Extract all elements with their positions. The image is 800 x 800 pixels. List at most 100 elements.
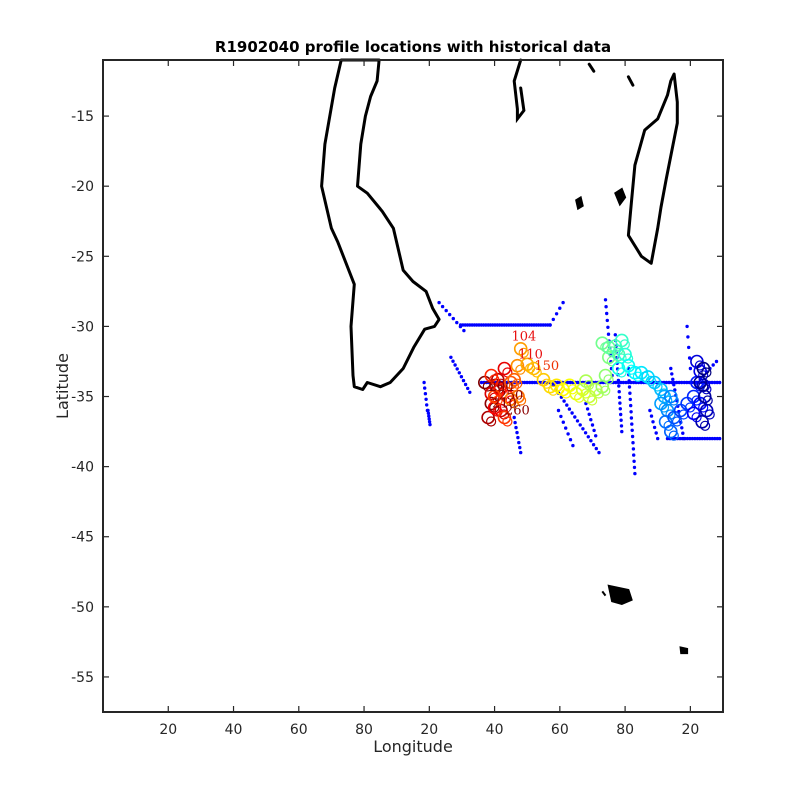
- historical-point: [617, 384, 621, 388]
- historical-point: [568, 380, 572, 385]
- historical-point: [558, 306, 562, 310]
- profile-marker: [502, 416, 513, 427]
- coastline: [320, 58, 689, 655]
- historical-point: [685, 324, 689, 329]
- historical-point: [687, 380, 691, 385]
- historical-point: [606, 332, 611, 336]
- historical-point: [627, 385, 632, 389]
- profile-marker: [489, 374, 500, 385]
- profile-marker: [698, 381, 709, 392]
- historical-point: [718, 380, 722, 385]
- historical-point: [424, 397, 428, 401]
- historical-point: [618, 401, 622, 405]
- historical-point: [427, 420, 432, 424]
- historical-point: [685, 380, 689, 385]
- historical-point: [714, 359, 719, 364]
- historical-point: [455, 320, 459, 325]
- historical-point: [672, 383, 676, 387]
- historical-point: [548, 323, 552, 327]
- historical-point: [422, 380, 426, 385]
- profile-number-label: 210: [492, 397, 517, 412]
- profile-marker: [652, 381, 663, 392]
- profile-marker: [593, 388, 604, 399]
- historical-point: [604, 305, 608, 309]
- historical-point: [586, 380, 590, 385]
- historical-point: [461, 378, 466, 383]
- historical-point: [631, 380, 636, 385]
- historical-point: [687, 345, 691, 350]
- historical-point: [564, 426, 568, 430]
- historical-point: [621, 380, 626, 385]
- x-tick-label: 20: [681, 722, 699, 738]
- historical-point: [629, 403, 633, 408]
- historical-point: [686, 335, 690, 339]
- axes-box: [102, 59, 724, 713]
- profile-marker: [486, 416, 497, 427]
- historical-point: [649, 414, 654, 418]
- profile-number-label: 150: [534, 359, 559, 374]
- profile-marker: [668, 395, 679, 406]
- profile-marker: [587, 395, 598, 406]
- historical-point: [515, 430, 519, 435]
- historical-point: [710, 436, 714, 441]
- historical-point: [710, 380, 714, 385]
- historical-point: [451, 316, 455, 321]
- profile-marker: [508, 381, 520, 392]
- historical-point: [451, 359, 455, 363]
- historical-point: [629, 416, 634, 420]
- historical-point: [693, 436, 697, 441]
- historical-point: [705, 436, 709, 441]
- historical-point: [565, 403, 569, 407]
- historical-point: [648, 408, 652, 413]
- historical-point: [425, 403, 429, 407]
- historical-point: [594, 434, 598, 438]
- profile-marker: [704, 409, 715, 420]
- historical-point: [605, 311, 609, 316]
- historical-point: [514, 425, 518, 430]
- chart-title: R1902040 profile locations with historic…: [215, 38, 611, 56]
- historical-point: [459, 375, 464, 379]
- historical-point: [528, 380, 532, 385]
- y-axis-ticks: -15 -20 -25 -30 -35 -40 -45 -50 -55: [71, 109, 723, 686]
- historical-point: [639, 380, 643, 385]
- profile-marker: [671, 416, 683, 427]
- historical-point: [427, 417, 431, 421]
- y-tick-label: -20: [71, 179, 94, 195]
- historical-point: [680, 436, 685, 441]
- historical-point: [700, 436, 704, 441]
- x-tick-label: 60: [290, 722, 308, 738]
- historical-point: [517, 440, 521, 445]
- x-tick-label: 20: [420, 722, 438, 738]
- profile-marker: [508, 398, 520, 409]
- historical-point: [631, 441, 635, 445]
- historical-point: [575, 419, 580, 423]
- historical-point: [449, 355, 453, 359]
- historical-point: [632, 459, 636, 463]
- historical-point: [618, 407, 622, 411]
- historical-point: [423, 386, 427, 390]
- historical-point: [713, 436, 717, 441]
- y-tick-label: -40: [71, 460, 94, 476]
- island: [601, 590, 607, 597]
- historical-point: [669, 380, 674, 385]
- historical-point: [664, 380, 669, 385]
- island: [679, 646, 689, 655]
- historical-point: [556, 408, 561, 413]
- historical-point: [522, 380, 527, 385]
- x-tick-label: 60: [551, 722, 569, 738]
- historical-point: [573, 415, 577, 419]
- historical-point: [677, 380, 681, 385]
- historical-point: [568, 438, 573, 442]
- historical-point: [690, 436, 695, 441]
- historical-point: [554, 312, 559, 316]
- y-tick-label: -45: [71, 530, 94, 546]
- historical-point: [466, 386, 470, 391]
- historical-point: [457, 371, 461, 375]
- historical-point: [462, 328, 466, 333]
- historical-point: [616, 378, 621, 383]
- profile-marker: [699, 420, 711, 431]
- island: [614, 187, 627, 207]
- historical-point: [567, 407, 572, 411]
- historical-point: [688, 366, 693, 371]
